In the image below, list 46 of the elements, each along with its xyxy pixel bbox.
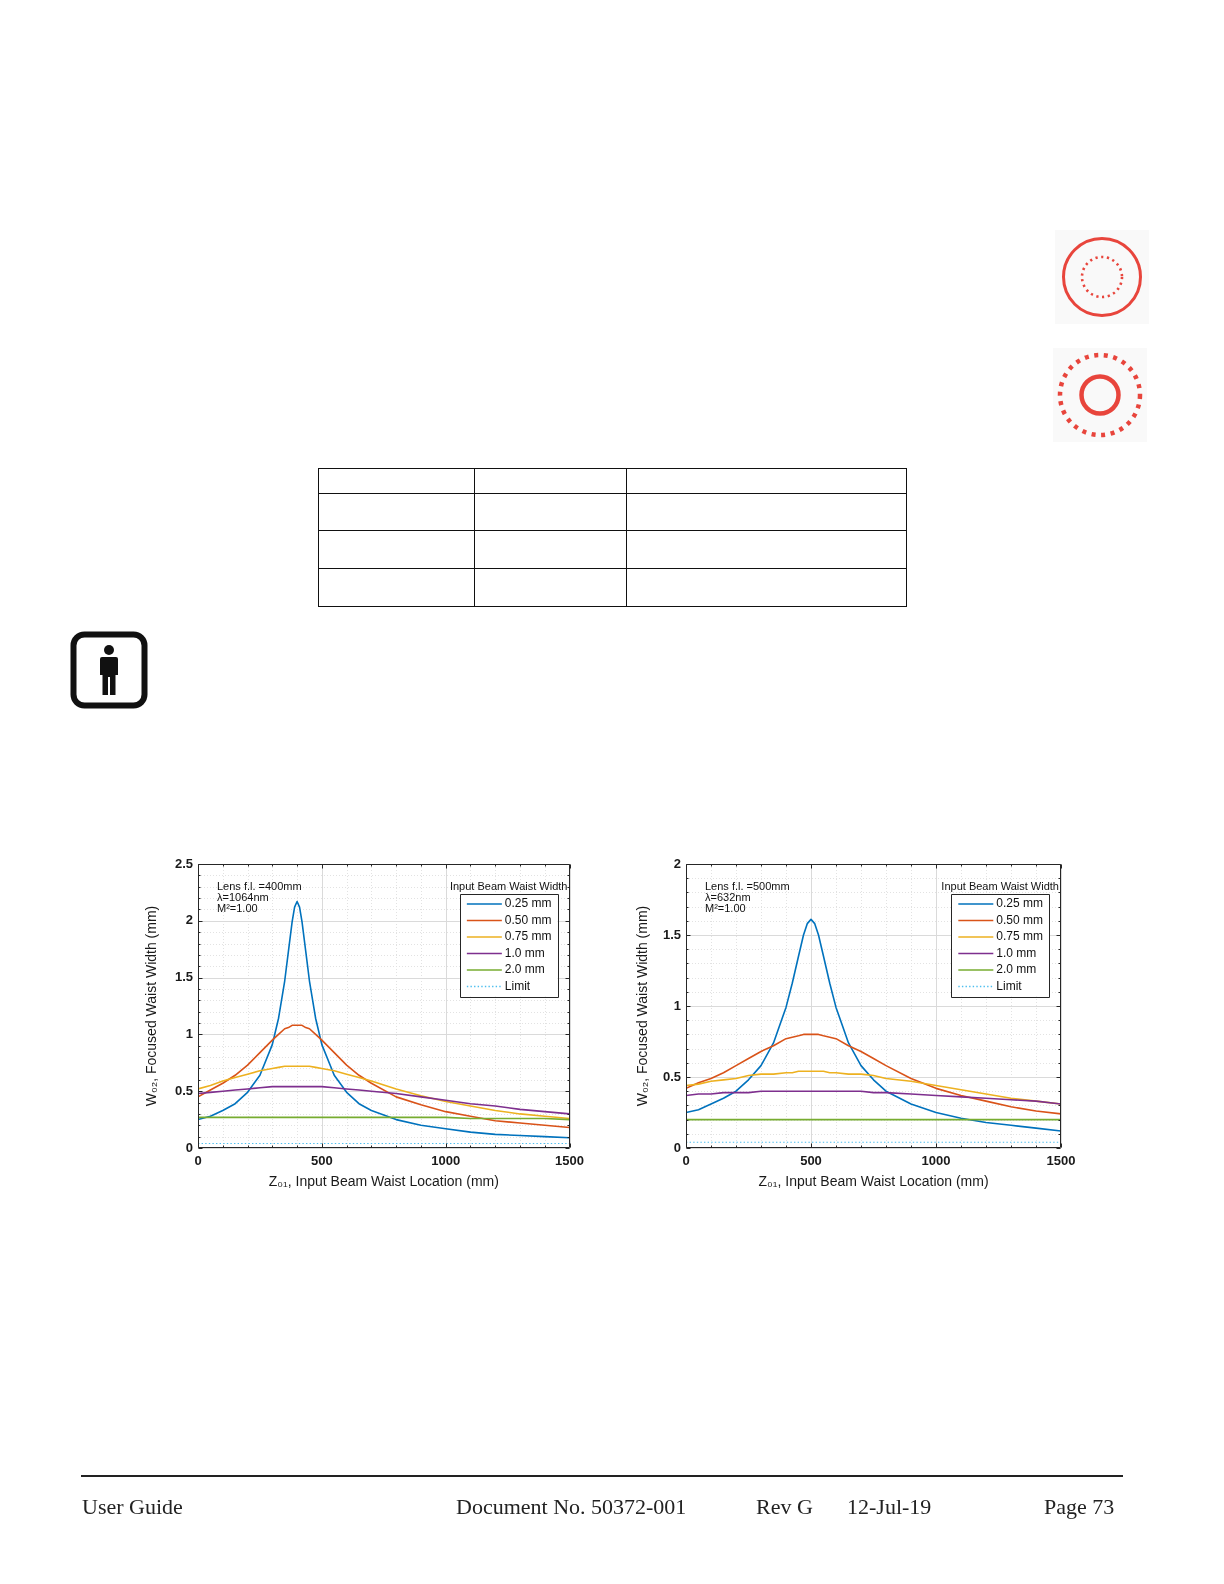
legend-label: 2.0 mm	[504, 962, 545, 977]
y-tick-label: 0	[185, 1139, 193, 1155]
annotation: λ=1064nm	[217, 891, 269, 904]
y-tick-label: 0	[673, 1139, 681, 1155]
x-tick-label: 1500	[555, 1153, 584, 1169]
annotation: Lens f.l. =500mm	[705, 880, 790, 893]
text: Page 73	[1044, 1494, 1115, 1520]
legend-label: 0.75 mm	[504, 929, 552, 944]
annotation: λ=632nm	[705, 891, 751, 904]
y-tick-label: 1.5	[174, 969, 193, 985]
text: Rev G	[756, 1494, 813, 1520]
y-tick-label: 2	[185, 912, 193, 928]
legend-label: Limit	[504, 978, 531, 993]
legend-title: Input Beam Waist Width	[941, 880, 1059, 893]
x-tick-label: 1500	[1046, 1153, 1076, 1169]
text: 12-Jul-19	[847, 1494, 932, 1520]
y-axis-title: W₀₂, Focused Waist Width (mm)	[634, 905, 651, 1107]
legend-label: 0.50 mm	[504, 912, 552, 927]
legend-label: 0.75 mm	[996, 929, 1044, 944]
y-tick-label: 1	[185, 1025, 193, 1041]
x-tick-label: 1000	[921, 1153, 951, 1169]
text: User Guide	[82, 1494, 183, 1520]
y-axis-title: W₀₂, Focused Waist Width (mm)	[143, 905, 160, 1107]
annotation: M²=1.00	[705, 902, 746, 915]
legend-label: 0.50 mm	[996, 912, 1044, 927]
annotation: M²=1.00	[217, 902, 258, 915]
legend-label: 0.25 mm	[996, 896, 1044, 911]
x-axis-title: Z₀₁, Input Beam Waist Location (mm)	[268, 1173, 499, 1190]
legend-label: 1.0 mm	[996, 945, 1037, 960]
x-tick-label: 500	[800, 1153, 822, 1169]
legend-label: Limit	[996, 978, 1023, 993]
legend-label: 2.0 mm	[996, 962, 1037, 977]
x-axis-title: Z₀₁, Input Beam Waist Location (mm)	[758, 1173, 989, 1190]
y-tick-label: 1.5	[662, 926, 681, 942]
y-tick-label: 0.5	[662, 1068, 681, 1084]
legend-label: 1.0 mm	[504, 945, 545, 960]
x-tick-label: 500	[311, 1153, 333, 1169]
legend-title: Input Beam Waist Width	[449, 880, 568, 893]
text: Document No. 50372-001	[456, 1494, 687, 1520]
y-tick-label: 2	[673, 855, 681, 871]
annotation: Lens f.l. =400mm	[217, 880, 302, 893]
legend-label: 0.25 mm	[504, 896, 552, 911]
y-tick-label: 1	[673, 997, 681, 1013]
y-tick-label: 2.5	[174, 855, 193, 871]
y-tick-label: 0.5	[174, 1082, 193, 1098]
x-tick-label: 1000	[431, 1153, 461, 1169]
